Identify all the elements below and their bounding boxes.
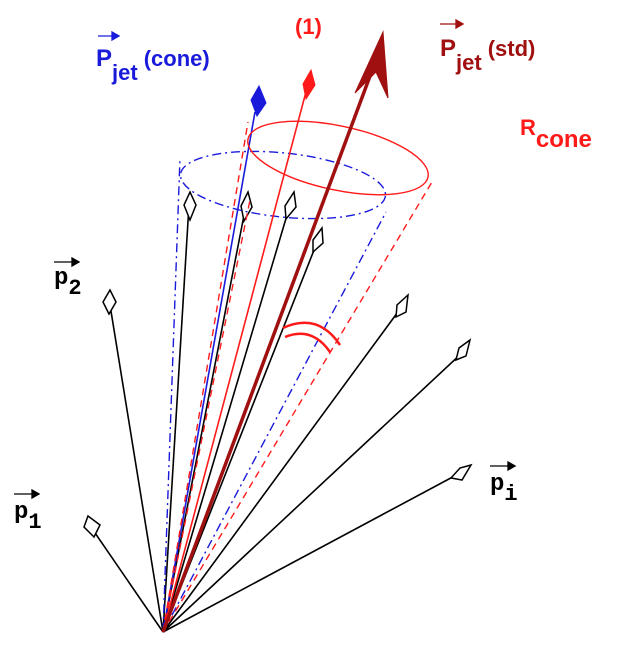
arrowhead-jet-one bbox=[302, 68, 316, 101]
jet-vector-std bbox=[161, 30, 389, 633]
cone-red-ellipse bbox=[247, 120, 429, 196]
angle-arcs bbox=[282, 321, 342, 353]
cone-blue bbox=[162, 150, 387, 633]
arrowhead-jet-cone bbox=[250, 84, 267, 118]
arrowhead-inner-2 bbox=[240, 189, 253, 224]
vector-symbol-jet-std bbox=[440, 18, 465, 30]
cone-red-right-edge bbox=[162, 181, 433, 633]
vector-symbol-p1 bbox=[14, 488, 41, 500]
vector-symbols bbox=[14, 18, 517, 500]
arrowhead-inner-3 bbox=[284, 189, 297, 221]
label-p1: p1 bbox=[14, 499, 42, 535]
vector-inner-1 bbox=[162, 204, 190, 633]
cone-red bbox=[162, 120, 433, 633]
vector-symbol-p2 bbox=[54, 256, 81, 268]
jet-vector-one bbox=[162, 68, 316, 633]
vector-right-1 bbox=[162, 351, 464, 633]
label-pi: pi bbox=[490, 471, 518, 507]
vector-right-2 bbox=[162, 304, 404, 633]
jet-vector-cone bbox=[162, 84, 267, 633]
label-one: (1) bbox=[295, 14, 322, 39]
arrowhead-jet-std bbox=[354, 30, 389, 99]
labels: Pjet(cone) (1) Pjet(std) Rcone p2 p1 pi bbox=[14, 14, 592, 535]
cone-blue-ellipse bbox=[179, 150, 387, 220]
vector-p1 bbox=[92, 529, 164, 633]
vector-pi bbox=[162, 471, 463, 633]
arrowhead-p2 bbox=[102, 288, 117, 316]
label-p2: p2 bbox=[54, 265, 82, 301]
label-r-cone: Rcone bbox=[520, 115, 592, 153]
label-p-jet-std: Pjet(std) bbox=[440, 35, 535, 75]
vector-inner-3 bbox=[162, 204, 291, 633]
arrowhead-p1 bbox=[83, 514, 101, 539]
vector-symbol-pi bbox=[490, 460, 517, 472]
arrowhead-inner-4 bbox=[312, 225, 324, 254]
angle-arc-outer bbox=[282, 321, 342, 346]
angle-arc-inner bbox=[284, 332, 332, 353]
arrowhead-right-1 bbox=[454, 338, 472, 362]
label-p-jet-cone: Pjet(cone) bbox=[96, 45, 210, 85]
arrowhead-pi bbox=[449, 463, 473, 481]
arrowhead-inner-1 bbox=[183, 190, 197, 223]
cone-red-left-edge bbox=[162, 121, 249, 633]
vector-symbol-jet-cone bbox=[98, 30, 121, 42]
cone-blue-left-edge bbox=[162, 157, 181, 633]
particle-arrowheads bbox=[83, 189, 473, 539]
vector-p2 bbox=[109, 304, 164, 633]
arrowhead-right-2 bbox=[395, 293, 409, 319]
cone-blue-right-edge bbox=[162, 211, 387, 633]
particle-vectors bbox=[92, 204, 464, 633]
